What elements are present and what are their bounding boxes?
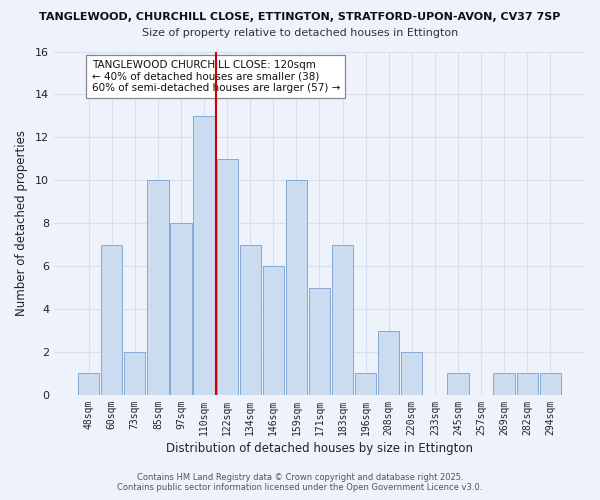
Bar	[286, 180, 307, 395]
Bar	[148, 180, 169, 395]
Y-axis label: Number of detached properties: Number of detached properties	[15, 130, 28, 316]
Bar	[448, 374, 469, 395]
Bar	[217, 159, 238, 395]
Bar	[124, 352, 145, 395]
Bar	[539, 374, 561, 395]
Bar	[378, 330, 400, 395]
Bar	[170, 223, 191, 395]
X-axis label: Distribution of detached houses by size in Ettington: Distribution of detached houses by size …	[166, 442, 473, 455]
Text: Size of property relative to detached houses in Ettington: Size of property relative to detached ho…	[142, 28, 458, 38]
Bar	[101, 244, 122, 395]
Bar	[193, 116, 215, 395]
Text: Contains HM Land Registry data © Crown copyright and database right 2025.
Contai: Contains HM Land Registry data © Crown c…	[118, 473, 482, 492]
Text: TANGLEWOOD CHURCHILL CLOSE: 120sqm
← 40% of detached houses are smaller (38)
60%: TANGLEWOOD CHURCHILL CLOSE: 120sqm ← 40%…	[92, 60, 340, 94]
Bar	[401, 352, 422, 395]
Bar	[239, 244, 261, 395]
Bar	[78, 374, 100, 395]
Text: TANGLEWOOD, CHURCHILL CLOSE, ETTINGTON, STRATFORD-UPON-AVON, CV37 7SP: TANGLEWOOD, CHURCHILL CLOSE, ETTINGTON, …	[40, 12, 560, 22]
Bar	[263, 266, 284, 395]
Bar	[332, 244, 353, 395]
Bar	[355, 374, 376, 395]
Bar	[493, 374, 515, 395]
Bar	[309, 288, 330, 395]
Bar	[517, 374, 538, 395]
